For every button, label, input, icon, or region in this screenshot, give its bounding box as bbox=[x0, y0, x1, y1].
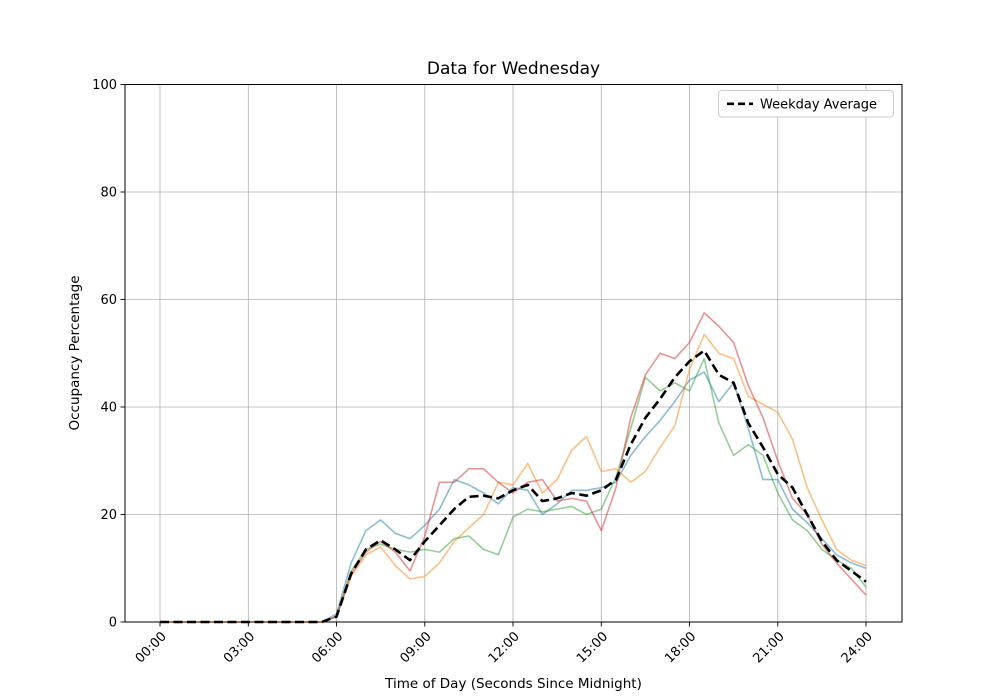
plot-border bbox=[124, 84, 903, 623]
x-tick-label: 06:00 bbox=[309, 629, 346, 666]
y-tick-label: 20 bbox=[100, 508, 117, 523]
x-axis-label: Time of Day (Seconds Since Midnight) bbox=[384, 676, 642, 692]
y-tick-label: 60 bbox=[100, 293, 117, 308]
x-tick-label: 09:00 bbox=[398, 629, 435, 666]
legend: Weekday Average bbox=[718, 90, 894, 118]
y-tick-label: 40 bbox=[100, 401, 117, 416]
series-line-day-sample-4 bbox=[160, 312, 867, 623]
x-tick-label: 03:00 bbox=[221, 629, 258, 666]
x-tick-label: 12:00 bbox=[486, 629, 523, 666]
series-lines bbox=[160, 312, 867, 624]
grid-lines bbox=[125, 84, 902, 623]
y-tick-label: 100 bbox=[92, 78, 117, 93]
x-tick-label: 18:00 bbox=[662, 629, 699, 666]
y-tick-label: 80 bbox=[100, 186, 117, 201]
legend-label: Weekday Average bbox=[760, 98, 877, 113]
x-tick-label: 00:00 bbox=[133, 629, 170, 666]
series-line-weekday-average bbox=[160, 349, 867, 624]
y-axis-label: Occupancy Percentage bbox=[67, 275, 83, 430]
axis-ticks: 00:00 03:00 06:00 09:00 12:00 15:00 18:00 21:00… bbox=[92, 78, 876, 666]
x-tick-label: 21:00 bbox=[751, 629, 788, 666]
x-tick-label: 24:00 bbox=[839, 629, 876, 666]
x-tick-label: 15:00 bbox=[574, 629, 611, 666]
legend-box bbox=[718, 90, 894, 118]
y-tick-label: 0 bbox=[109, 616, 117, 631]
chart-title: Data for Wednesday bbox=[427, 59, 600, 79]
